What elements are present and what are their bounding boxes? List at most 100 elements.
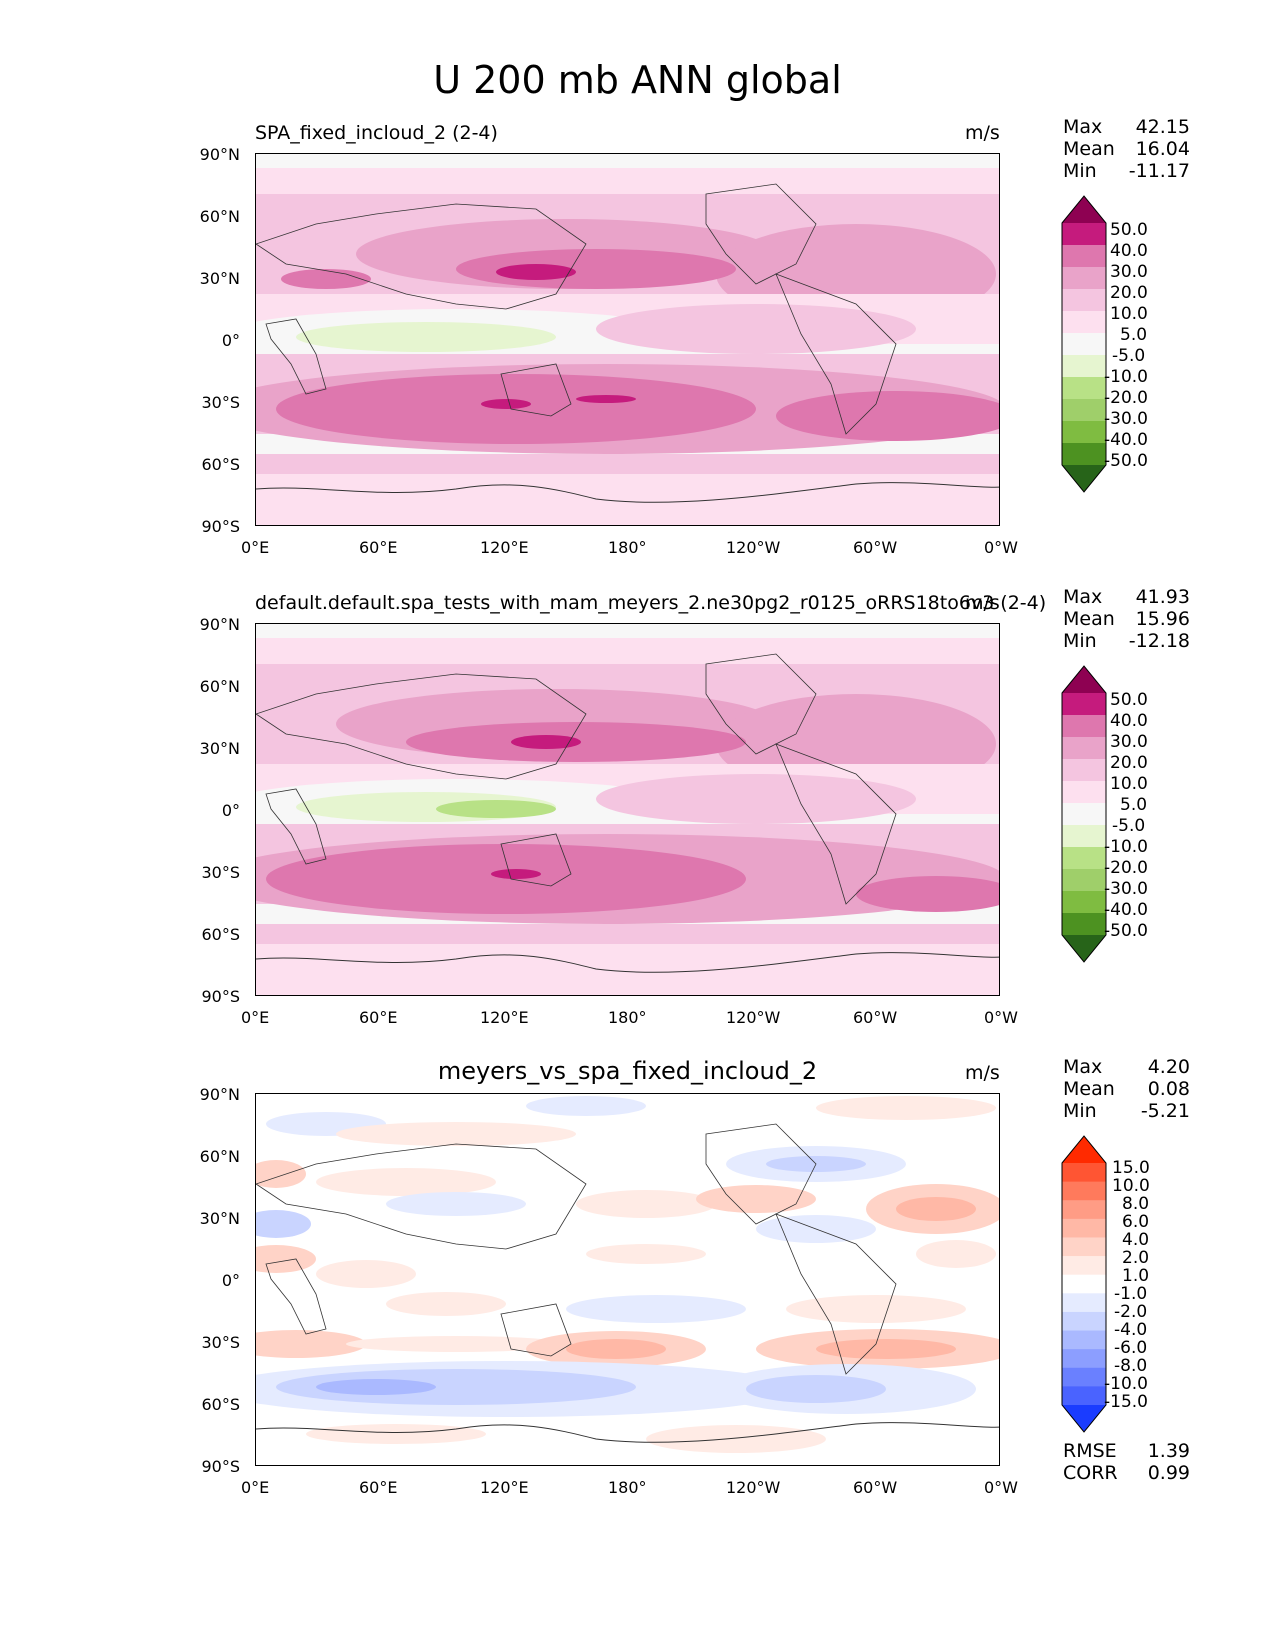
colorbar-label: -4.0 bbox=[1114, 1320, 1148, 1340]
stat-min-value: -5.21 bbox=[1140, 1100, 1190, 1122]
panel-title: SPA_fixed_incloud_2 (2-4) bbox=[255, 122, 498, 144]
y-tick: 60°S bbox=[201, 925, 240, 944]
colorbar-outline bbox=[1061, 665, 1107, 963]
colorbar-outline bbox=[1061, 1135, 1107, 1433]
y-tick: 90°N bbox=[199, 145, 240, 164]
corr-label: CORR bbox=[1063, 1462, 1118, 1484]
colorbar-segment bbox=[1062, 1311, 1106, 1332]
y-tick: 30°S bbox=[201, 393, 240, 412]
colorbar-segment bbox=[1062, 245, 1106, 268]
colorbar-segment bbox=[1062, 399, 1106, 422]
colorbar-label: -20.0 bbox=[1104, 858, 1148, 878]
colorbar-segment bbox=[1062, 1386, 1106, 1406]
colorbar-segment bbox=[1062, 289, 1106, 312]
colorbar-segment bbox=[1062, 913, 1106, 936]
colorbar bbox=[1061, 665, 1107, 963]
x-tick: 0°E bbox=[241, 538, 270, 557]
colorbar-segment bbox=[1062, 825, 1106, 848]
colorbar-segment bbox=[1062, 311, 1106, 334]
colorbar-segment bbox=[1062, 1200, 1106, 1220]
y-tick: 90°S bbox=[201, 1457, 240, 1476]
y-tick: 60°N bbox=[199, 1147, 240, 1166]
colorbar-label: -20.0 bbox=[1104, 388, 1148, 408]
colorbar-label: 10.0 bbox=[1110, 304, 1148, 324]
colorbar-segment bbox=[1062, 377, 1106, 400]
y-tick: 60°N bbox=[199, 207, 240, 226]
map-field bbox=[256, 154, 999, 525]
map-plot bbox=[255, 153, 1000, 526]
y-tick: 0° bbox=[221, 801, 240, 820]
x-tick: 120°E bbox=[480, 538, 529, 557]
colorbar-label: -5.0 bbox=[1112, 346, 1146, 366]
colorbar-label: 20.0 bbox=[1110, 753, 1148, 773]
y-tick: 30°S bbox=[201, 1333, 240, 1352]
colorbar-label: -30.0 bbox=[1104, 879, 1148, 899]
colorbar-segment bbox=[1062, 869, 1106, 892]
colorbar-label: -6.0 bbox=[1114, 1338, 1148, 1358]
panel-title: default.default.spa_tests_with_mam_meyer… bbox=[255, 592, 1047, 614]
colorbar-segment bbox=[1062, 1293, 1106, 1313]
stat-max-value: 41.93 bbox=[1135, 586, 1190, 608]
y-tick: 60°S bbox=[201, 1395, 240, 1414]
colorbar-label: -8.0 bbox=[1114, 1356, 1148, 1376]
y-tick: 30°N bbox=[199, 739, 240, 758]
x-tick: 60°W bbox=[853, 1478, 898, 1497]
stat-mean-label: Mean bbox=[1063, 1078, 1115, 1100]
map-plot bbox=[255, 1093, 1000, 1466]
colorbar-label: -1.0 bbox=[1114, 1284, 1148, 1304]
colorbar-label: 5.0 bbox=[1120, 795, 1148, 815]
colorbar-segment bbox=[1062, 1367, 1106, 1387]
y-tick: 30°N bbox=[199, 1209, 240, 1228]
x-tick: 0°E bbox=[241, 1008, 270, 1027]
stat-mean-value: 15.96 bbox=[1135, 608, 1190, 630]
colorbar-label: -10.0 bbox=[1104, 1374, 1148, 1394]
colorbar-label: 50.0 bbox=[1110, 690, 1148, 710]
colorbar-label: -10.0 bbox=[1104, 367, 1148, 387]
y-tick: 60°S bbox=[201, 455, 240, 474]
y-tick: 30°N bbox=[199, 269, 240, 288]
colorbar-segment bbox=[1062, 737, 1106, 760]
x-tick: 120°W bbox=[726, 538, 781, 557]
colorbar-extend-min bbox=[1062, 465, 1106, 492]
colorbar bbox=[1061, 1135, 1107, 1433]
colorbar-label: -40.0 bbox=[1104, 900, 1148, 920]
colorbar-label: 1.0 bbox=[1122, 1266, 1150, 1286]
colorbar-label: 10.0 bbox=[1112, 1176, 1150, 1196]
x-tick: 60°E bbox=[359, 538, 398, 557]
x-tick: 0°W bbox=[984, 538, 1018, 557]
colorbar-segment bbox=[1062, 1181, 1106, 1201]
stat-mean-value: 16.04 bbox=[1135, 138, 1190, 160]
stat-mean-label: Mean bbox=[1063, 138, 1115, 160]
colorbar-label: -2.0 bbox=[1114, 1302, 1148, 1322]
y-tick: 60°N bbox=[199, 677, 240, 696]
stat-max-label: Max bbox=[1063, 116, 1103, 138]
x-tick: 60°W bbox=[853, 538, 898, 557]
x-tick: 0°W bbox=[984, 1008, 1018, 1027]
y-tick: 90°N bbox=[199, 615, 240, 634]
colorbar-label: 30.0 bbox=[1110, 732, 1148, 752]
units-label: m/s bbox=[965, 122, 1000, 144]
stat-mean-label: Mean bbox=[1063, 608, 1115, 630]
colorbar-label: -5.0 bbox=[1112, 816, 1146, 836]
panel-title: meyers_vs_spa_fixed_incloud_2 bbox=[437, 1057, 818, 1085]
colorbar-segment bbox=[1062, 1274, 1106, 1294]
stat-max-value: 42.15 bbox=[1135, 116, 1190, 138]
x-tick: 60°E bbox=[359, 1008, 398, 1027]
rmse-label: RMSE bbox=[1063, 1440, 1117, 1462]
colorbar-label: 10.0 bbox=[1110, 774, 1148, 794]
stat-min-label: Min bbox=[1063, 1100, 1097, 1122]
colorbar-segment bbox=[1062, 803, 1106, 826]
map-field bbox=[256, 1094, 999, 1465]
x-tick: 0°E bbox=[241, 1478, 270, 1497]
colorbar-label: 2.0 bbox=[1122, 1248, 1150, 1268]
stat-min-value: -11.17 bbox=[1128, 160, 1190, 182]
x-tick: 120°W bbox=[726, 1478, 781, 1497]
colorbar-segment bbox=[1062, 443, 1106, 466]
colorbar-segment bbox=[1062, 267, 1106, 290]
colorbar-label: 5.0 bbox=[1120, 325, 1148, 345]
colorbar-segment bbox=[1062, 1163, 1106, 1183]
y-tick: 0° bbox=[221, 1271, 240, 1290]
figure-title: U 200 mb ANN global bbox=[433, 58, 842, 102]
units-label: m/s bbox=[965, 592, 1000, 614]
stat-min-label: Min bbox=[1063, 160, 1097, 182]
